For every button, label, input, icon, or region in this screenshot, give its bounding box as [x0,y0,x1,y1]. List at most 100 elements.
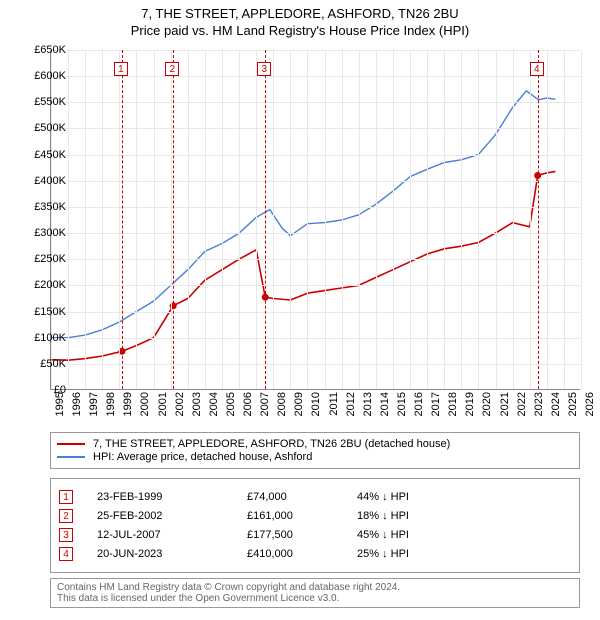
gridline-v [273,50,274,389]
legend-swatch [57,443,85,445]
event-price: £74,000 [247,491,357,503]
event-date: 25-FEB-2002 [97,510,247,522]
event-pct: 44% ↓ HPI [357,491,457,503]
ytick-label: £450K [34,149,66,161]
gridline-v [307,50,308,389]
xtick-label: 1999 [122,392,134,416]
gridline-v [427,50,428,389]
event-table: 1 23-FEB-1999£74,00044% ↓ HPI 2 25-FEB-2002… [50,478,580,573]
footer: Contains HM Land Registry data © Crown c… [50,578,580,608]
ytick-label: £650K [34,44,66,56]
event-number: 3 [59,528,73,542]
event-date: 12-JUL-2007 [97,529,247,541]
gridline-h [51,312,580,313]
gridline-v [222,50,223,389]
xtick-label: 2014 [379,392,391,416]
event-date: 23-FEB-1999 [97,491,247,503]
event-marker-2: 2 [165,62,179,76]
gridline-v [256,50,257,389]
legend: 7, THE STREET, APPLEDORE, ASHFORD, TN26 … [50,432,580,469]
gridline-v [239,50,240,389]
event-price: £410,000 [247,548,357,560]
ytick-label: £500K [34,122,66,134]
xtick-label: 2006 [242,392,254,416]
gridline-v [154,50,155,389]
xtick-label: 2025 [567,392,579,416]
event-date: 20-JUN-2023 [97,548,247,560]
xtick-label: 2005 [225,392,237,416]
xtick-label: 2012 [345,392,357,416]
footer-line1: Contains HM Land Registry data © Crown c… [57,582,573,593]
event-number: 2 [59,509,73,523]
legend-row: HPI: Average price, detached house, Ashf… [57,451,573,463]
chart-container: 7, THE STREET, APPLEDORE, ASHFORD, TN26 … [0,0,600,620]
xtick-label: 2013 [362,392,374,416]
event-marker-3: 3 [257,62,271,76]
event-pct: 25% ↓ HPI [357,548,457,560]
ytick-label: £400K [34,175,66,187]
xtick-label: 1998 [105,392,117,416]
title-address: 7, THE STREET, APPLEDORE, ASHFORD, TN26 … [0,6,600,21]
gridline-v [205,50,206,389]
gridline-v [393,50,394,389]
gridline-h [51,285,580,286]
ytick-label: £550K [34,96,66,108]
gridline-v [410,50,411,389]
xtick-label: 1997 [88,392,100,416]
event-number: 4 [59,547,73,561]
gridline-h [51,50,580,51]
event-marker-4: 4 [530,62,544,76]
gridline-v [68,50,69,389]
xtick-label: 2011 [328,392,340,416]
legend-swatch [57,456,85,458]
gridline-h [51,259,580,260]
gridline-h [51,76,580,77]
event-number: 1 [59,490,73,504]
ytick-label: £350K [34,201,66,213]
xtick-label: 1995 [54,392,66,416]
xtick-label: 2010 [310,392,322,416]
xtick-label: 2003 [191,392,203,416]
xtick-label: 2001 [157,392,169,416]
gridline-h [51,155,580,156]
ytick-label: £150K [34,306,66,318]
event-line [173,50,174,389]
event-pct: 18% ↓ HPI [357,510,457,522]
plot-area [50,50,580,390]
gridline-v [359,50,360,389]
xtick-label: 2023 [533,392,545,416]
gridline-h [51,233,580,234]
gridline-v [530,50,531,389]
gridline-v [461,50,462,389]
gridline-v [342,50,343,389]
xtick-label: 2000 [139,392,151,416]
series-line [51,171,555,360]
gridline-v [290,50,291,389]
ytick-label: £200K [34,279,66,291]
legend-row: 7, THE STREET, APPLEDORE, ASHFORD, TN26 … [57,438,573,450]
gridline-v [188,50,189,389]
xtick-label: 2026 [584,392,596,416]
ytick-label: £300K [34,227,66,239]
xtick-label: 2020 [481,392,493,416]
xtick-label: 2007 [259,392,271,416]
ytick-label: £250K [34,253,66,265]
gridline-h [51,128,580,129]
event-line [265,50,266,389]
title-subtitle: Price paid vs. HM Land Registry's House … [0,23,600,38]
gridline-v [547,50,548,389]
title-block: 7, THE STREET, APPLEDORE, ASHFORD, TN26 … [0,0,600,38]
gridline-v [376,50,377,389]
plot-svg [51,50,581,390]
ytick-label: £600K [34,70,66,82]
xtick-label: 2009 [293,392,305,416]
xtick-label: 2018 [447,392,459,416]
xtick-label: 2017 [430,392,442,416]
xtick-label: 2022 [516,392,528,416]
event-price: £161,000 [247,510,357,522]
gridline-h [51,364,580,365]
ytick-label: £50K [40,358,66,370]
xtick-label: 2024 [550,392,562,416]
gridline-v [85,50,86,389]
gridline-v [136,50,137,389]
